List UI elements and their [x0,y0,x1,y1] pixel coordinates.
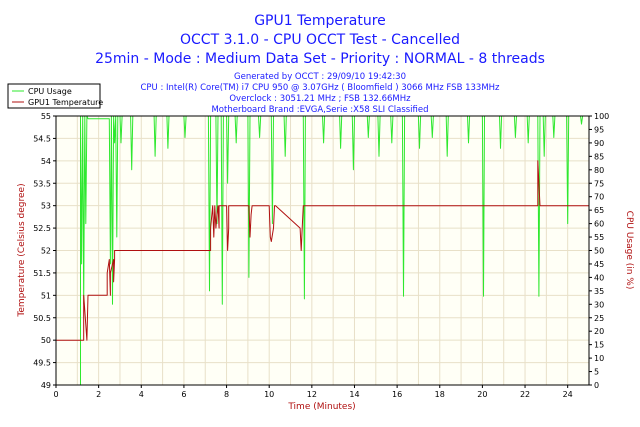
x-tick-label: 20 [477,390,487,399]
y-tick-label: 52.5 [33,224,51,233]
chart-title: GPU1 Temperature [254,13,386,29]
y2-tick-label: 65 [594,206,604,215]
y2-tick-label: 80 [594,166,604,175]
x-tick-label: 18 [435,390,445,399]
legend-label-cpu-usage: CPU Usage [28,87,72,96]
info-cpu: CPU : Intel(R) Core(TM) i7 CPU 950 @ 3.0… [140,83,500,93]
series-line-gpu1-temperature [56,160,589,341]
y-tick-label: 51 [41,291,51,300]
x-axis-ticks: 0 2 4 6 8 10 12 14 16 18 20 22 24 [53,385,573,399]
legend: CPU Usage GPU1 Temperature [7,83,103,109]
y2-tick-label: 55 [594,233,604,242]
y-tick-label: 49.5 [33,359,51,368]
info-motherboard: Motherboard Brand :EVGA,Serie :X58 SLI C… [211,105,428,115]
y-tick-label: 49 [41,381,51,390]
x-tick-label: 4 [139,390,144,399]
y-axis-left-ticks: 49 49.5 50 50.5 51 51.5 52 52.5 53 53.5 54 54.5 55 [33,112,56,390]
y2-tick-label: 0 [594,381,599,390]
y2-tick-label: 30 [594,300,604,309]
chart-subtitle-test: OCCT 3.1.0 - CPU OCCT Test - Cancelled [180,32,460,48]
y2-tick-label: 5 [594,368,599,377]
y-tick-label: 52 [41,247,51,256]
y-tick-label: 53 [41,202,51,211]
x-tick-label: 8 [224,390,229,399]
y-tick-label: 51.5 [33,269,51,278]
y2-tick-label: 60 [594,220,604,229]
y-tick-label: 50.5 [33,314,51,323]
x-tick-label: 2 [96,390,101,399]
series-layer [56,115,589,386]
legend-label-gpu-temp: GPU1 Temperature [28,98,103,107]
y-tick-label: 54 [41,157,51,166]
x-tick-label: 6 [181,390,186,399]
y-tick-label: 54.5 [33,134,51,143]
y-axis-right-ticks: 0 5 10 15 20 25 30 35 40 45 50 55 60 65 70 75 80 85 90 95 10… [589,112,609,390]
y2-axis-label: CPU Usage (in %) [624,211,634,290]
y2-tick-label: 50 [594,247,604,256]
x-tick-label: 22 [520,390,530,399]
y-axis-label: Temperature (Celsius degree) [17,183,27,317]
x-tick-label: 12 [307,390,317,399]
y2-tick-label: 25 [594,314,604,323]
x-tick-label: 0 [53,390,58,399]
x-axis-label: Time (Minutes) [287,402,355,412]
y2-tick-label: 95 [594,125,604,134]
y2-tick-label: 85 [594,152,604,161]
y2-tick-label: 40 [594,273,604,282]
x-tick-label: 16 [392,390,402,399]
chart-subtitle-mode: 25min - Mode : Medium Data Set - Priorit… [95,51,545,67]
y2-tick-label: 10 [594,354,604,363]
y-tick-label: 50 [41,336,51,345]
y-tick-label: 53.5 [33,179,51,188]
info-generated: Generated by OCCT : 29/09/10 19:42:30 [234,72,406,82]
y2-tick-label: 35 [594,287,604,296]
y-tick-label: 55 [41,112,51,121]
legend-box [7,83,101,109]
y2-tick-label: 90 [594,139,604,148]
x-tick-label: 14 [349,390,359,399]
y2-tick-label: 70 [594,193,604,202]
series-line-cpu-usage [56,115,589,386]
info-overclock: Overclock : 3051.21 MHz ; FSB 132.66MHz [229,94,411,104]
y2-tick-label: 45 [594,260,604,269]
y2-tick-label: 20 [594,327,604,336]
y2-tick-label: 15 [594,341,604,350]
x-tick-label: 10 [264,390,274,399]
y2-tick-label: 100 [594,112,609,121]
x-tick-label: 24 [563,390,573,399]
y2-tick-label: 75 [594,179,604,188]
